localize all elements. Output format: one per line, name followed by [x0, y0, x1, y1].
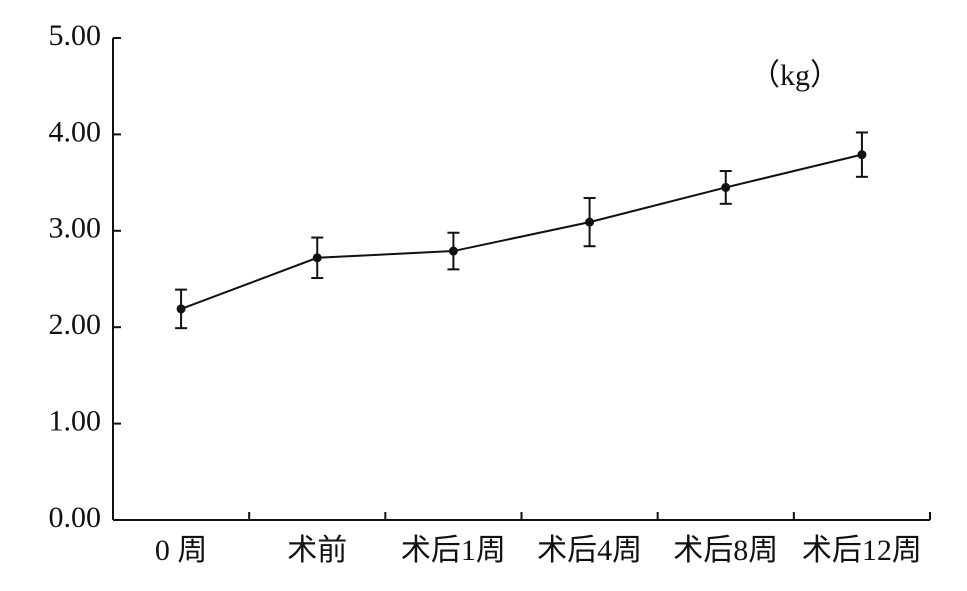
- point: [721, 182, 731, 192]
- x-tick-label: 术后12周: [802, 534, 922, 567]
- y-tick-label: 4.00: [49, 115, 102, 148]
- y-tick-label: 2.00: [49, 308, 102, 341]
- x-tick-label: 术后1周: [401, 534, 506, 567]
- point: [312, 253, 322, 263]
- y-tick-label: 3.00: [49, 212, 102, 245]
- y-tick-label: 1.00: [49, 404, 102, 437]
- unit-label: （kg）: [750, 59, 840, 92]
- point: [176, 304, 186, 314]
- point: [857, 150, 867, 160]
- y-tick-label: 5.00: [49, 19, 102, 52]
- point: [448, 246, 458, 256]
- x-tick-label: 术后8周: [673, 534, 778, 567]
- x-tick-label: 术后4周: [537, 534, 642, 567]
- point: [585, 217, 595, 227]
- line: [180, 153, 863, 310]
- y-tick-label: 0.00: [49, 501, 102, 534]
- x-tick-label: 0 周: [155, 534, 208, 567]
- x-tick-label: 术前: [287, 534, 347, 567]
